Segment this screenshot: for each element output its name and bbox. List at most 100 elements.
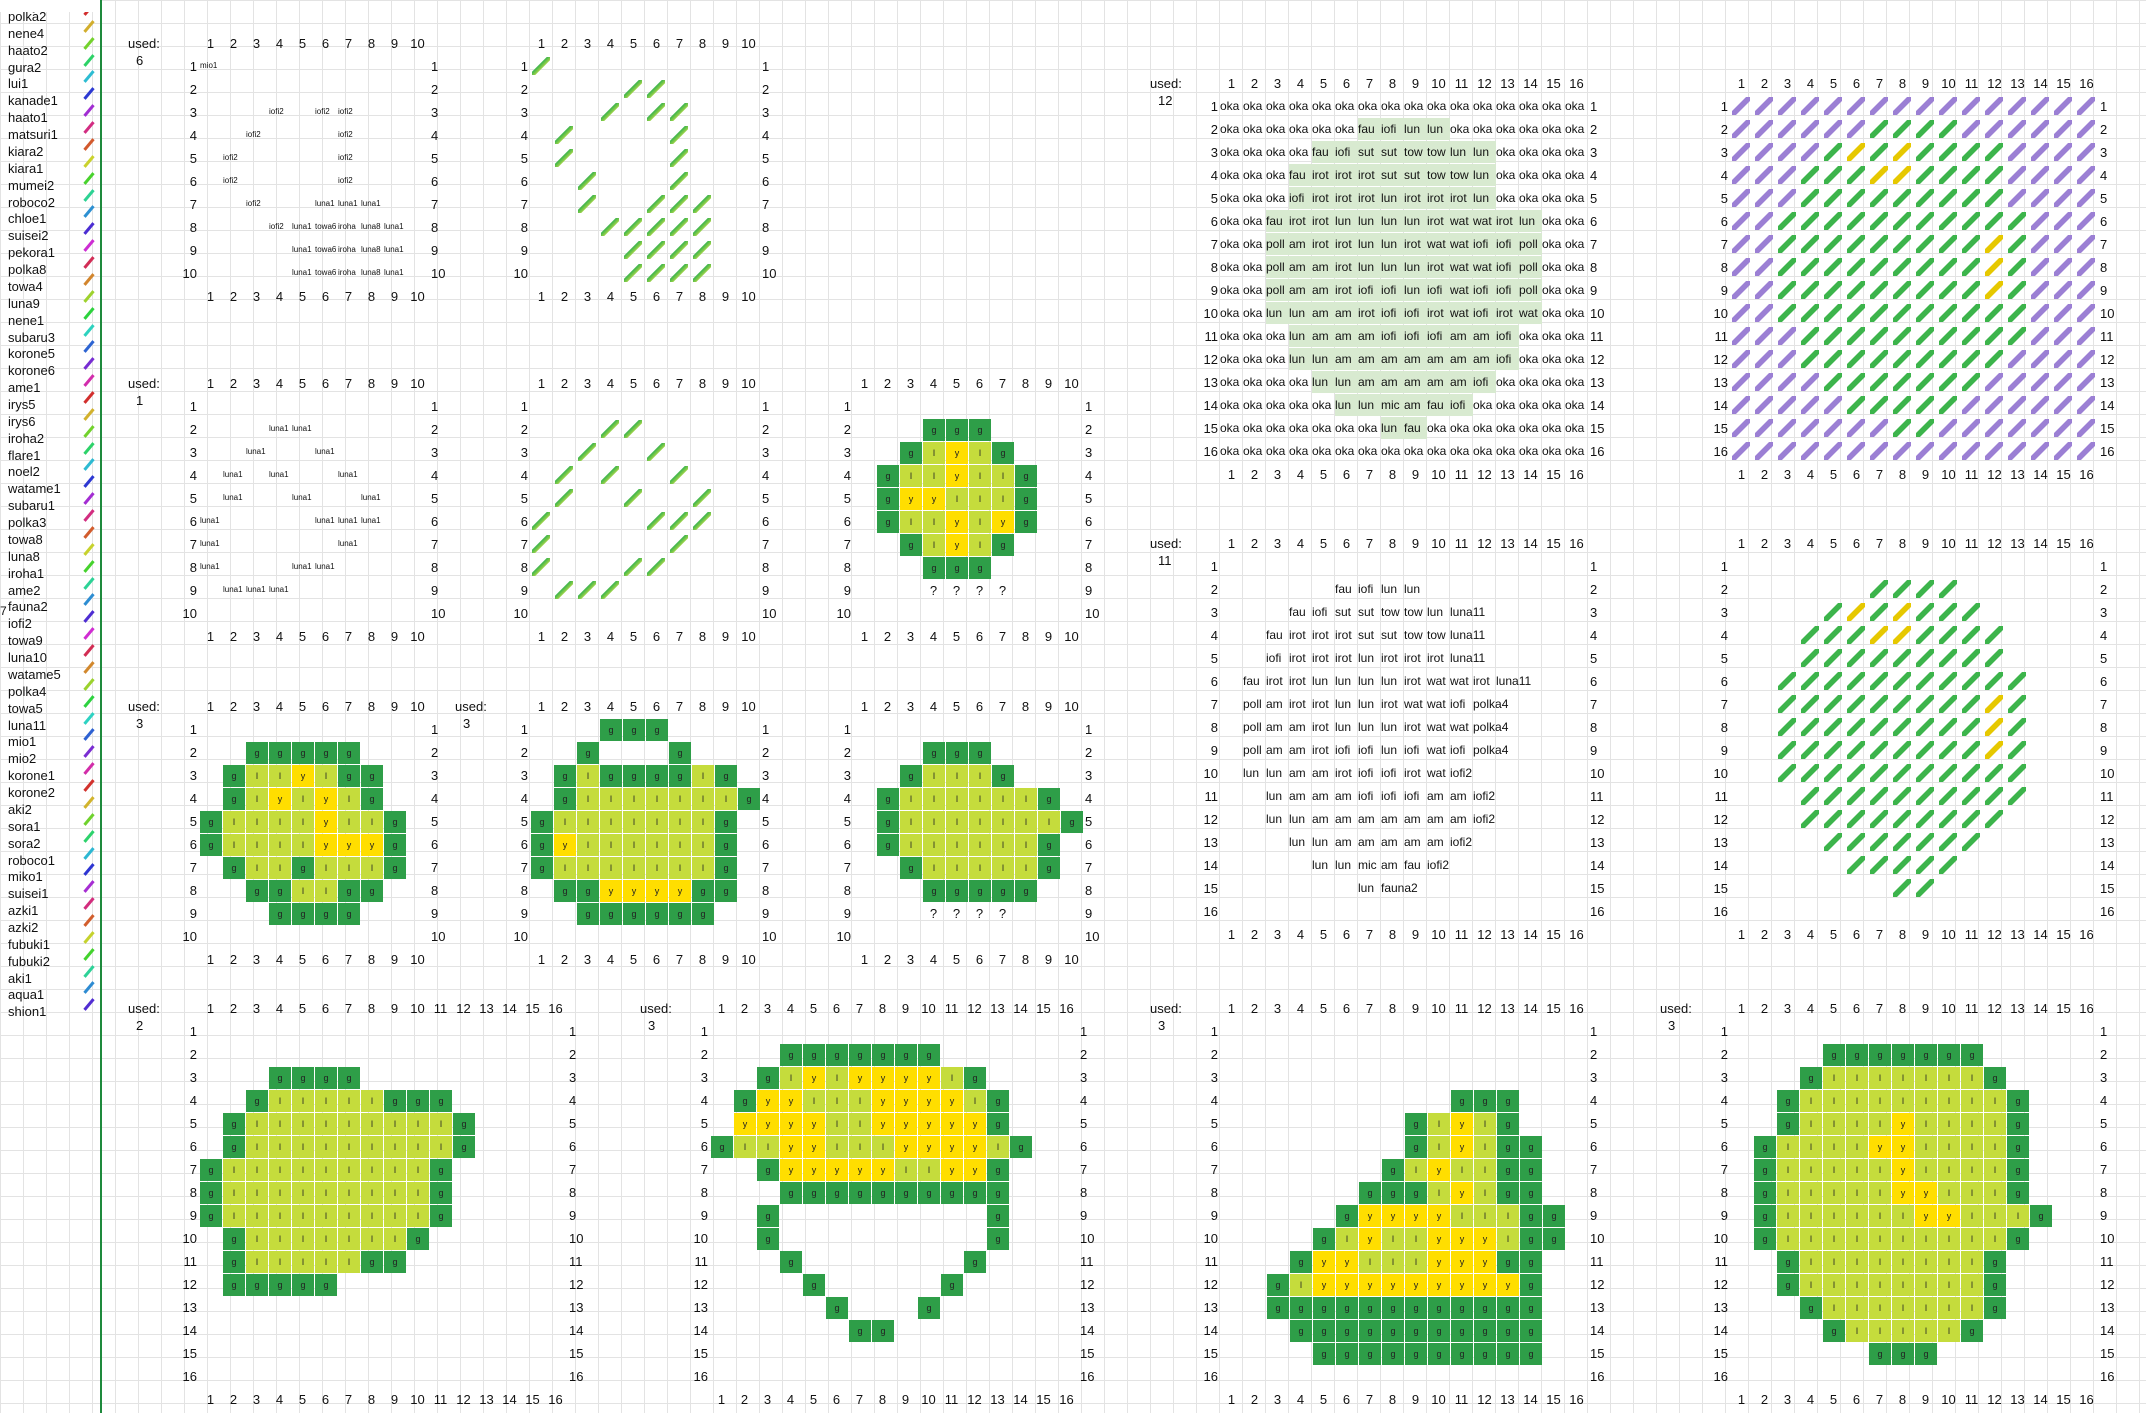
cell-text: mic <box>1358 854 1381 876</box>
pixel-cell: g <box>1869 1343 1891 1365</box>
cell-text: mic <box>1381 394 1404 416</box>
sprite-icon <box>601 103 619 121</box>
axis-row-number: 9 <box>1198 279 1218 302</box>
sprite-icon <box>2054 235 2072 253</box>
axis-row-number: 7 <box>1708 1158 1728 1181</box>
cell-text: am <box>1312 808 1335 830</box>
pixel-cell: g <box>1382 1343 1404 1365</box>
pixel-cell: l <box>1869 1159 1891 1181</box>
axis-row-number: 15 <box>569 1342 589 1365</box>
sprite-icon <box>1778 442 1796 460</box>
axis-row-number: 8 <box>762 879 782 902</box>
axis-col-number: 3 <box>1266 1388 1289 1411</box>
sprite-icon <box>555 489 573 507</box>
cell-text: lun <box>1358 693 1381 715</box>
pixel-cell: l <box>315 1159 337 1181</box>
pixel-cell: l <box>1892 1228 1914 1250</box>
axis-col-number: 1 <box>530 372 553 395</box>
pixel-cell: l <box>969 765 991 787</box>
sprite-icon <box>1824 120 1842 138</box>
sprite-icon <box>1893 189 1911 207</box>
sprite-icon <box>1755 258 1773 276</box>
axis-col-number: 4 <box>1799 72 1822 95</box>
pixel-cell: l <box>315 1182 337 1204</box>
pixel-cell: l <box>946 834 968 856</box>
axis-col-number: 10 <box>406 1388 429 1411</box>
pixel-cell: y <box>1497 1274 1519 1296</box>
sprite-icon <box>1916 281 1934 299</box>
pixel-cell: l <box>1961 1251 1983 1273</box>
axis-row-number: 7 <box>2100 1158 2120 1181</box>
axis-row-number: 6 <box>1198 670 1218 693</box>
pixel-cell: y <box>1451 1182 1473 1204</box>
sprite-icon <box>1870 580 1888 598</box>
pixel-cell: g <box>1754 1182 1776 1204</box>
pixel-cell: l <box>1800 1182 1822 1204</box>
cell-text: wat <box>1427 233 1450 255</box>
axis-row-number: 4 <box>508 124 528 147</box>
sprite-icon <box>1939 810 1957 828</box>
axis-row-number: 2 <box>508 78 528 101</box>
axis-row-number: 12 <box>1590 1273 1610 1296</box>
sprite-icon <box>670 466 688 484</box>
axis-col-number: 13 <box>475 1388 498 1411</box>
axis-col-number: 9 <box>714 695 737 718</box>
cell-text: luna1 <box>361 510 383 532</box>
axis-row-number: 7 <box>431 533 451 556</box>
pixel-cell: g <box>600 903 622 925</box>
axis-col-number: 7 <box>991 625 1014 648</box>
sprite-icon <box>1870 327 1888 345</box>
axis-col-number: 8 <box>691 695 714 718</box>
sprite-icon <box>1778 304 1796 322</box>
pixel-cell: g <box>969 880 991 902</box>
axis-row-number: 1 <box>2100 1020 2120 1043</box>
sprite-icon <box>1962 258 1980 276</box>
axis-row-number: 10 <box>1708 762 1728 785</box>
cell-text: am <box>1335 785 1358 807</box>
axis-row-number: 10 <box>831 602 851 625</box>
cell-text: oka <box>1243 371 1266 393</box>
pixel-cell: g <box>923 557 945 579</box>
axis-row-number: 14 <box>1708 1319 1728 1342</box>
axis-col-number: 7 <box>1358 923 1381 946</box>
axis-row-number: 4 <box>431 124 451 147</box>
axis-row-number: 8 <box>1080 1181 1100 1204</box>
pixel-cell: l <box>992 488 1014 510</box>
axis-row-number: 1 <box>1590 1020 1610 1043</box>
cell-text: tow <box>1450 164 1473 186</box>
axis-col-number: 10 <box>737 32 760 55</box>
cell-text: oka <box>1519 95 1542 117</box>
cell-text: iofi2 <box>1473 808 1543 830</box>
axis-row-number: 9 <box>431 579 451 602</box>
axis-col-number: 10 <box>1427 72 1450 95</box>
axis-col-number: 11 <box>1960 997 1983 1020</box>
sprite-icon <box>2054 143 2072 161</box>
member-icon <box>83 138 94 151</box>
pixel-cell: g <box>803 1182 825 1204</box>
axis-col-number: 4 <box>779 1388 802 1411</box>
pixel-cell: l <box>1961 1228 1983 1250</box>
pixel-cell: l <box>923 857 945 879</box>
axis-col-number: 5 <box>291 372 314 395</box>
pixel-cell: g <box>1543 1205 1565 1227</box>
sprite-icon <box>2008 212 2026 230</box>
cell-text: sut <box>1358 141 1381 163</box>
cell-text: irot <box>1473 670 1496 692</box>
axis-row-number: 3 <box>2100 141 2120 164</box>
axis-row-number: 15 <box>1198 877 1218 900</box>
axis-col-number: 7 <box>337 625 360 648</box>
pixel-cell: g <box>384 834 406 856</box>
sprite-icon <box>1962 672 1980 690</box>
cell-text: luna8 <box>361 262 383 284</box>
axis-col-number: 11 <box>429 1388 452 1411</box>
axis-col-number: 9 <box>383 372 406 395</box>
pixel-cell: l <box>923 465 945 487</box>
pixel-cell: l <box>1915 1320 1937 1342</box>
pixel-cell: g <box>646 765 668 787</box>
pixel-cell: l <box>1869 1297 1891 1319</box>
cell-text: oka <box>1542 210 1565 232</box>
axis-row-number: 5 <box>177 487 197 510</box>
member-icon <box>83 999 94 1012</box>
cell-text: irot <box>1312 187 1335 209</box>
